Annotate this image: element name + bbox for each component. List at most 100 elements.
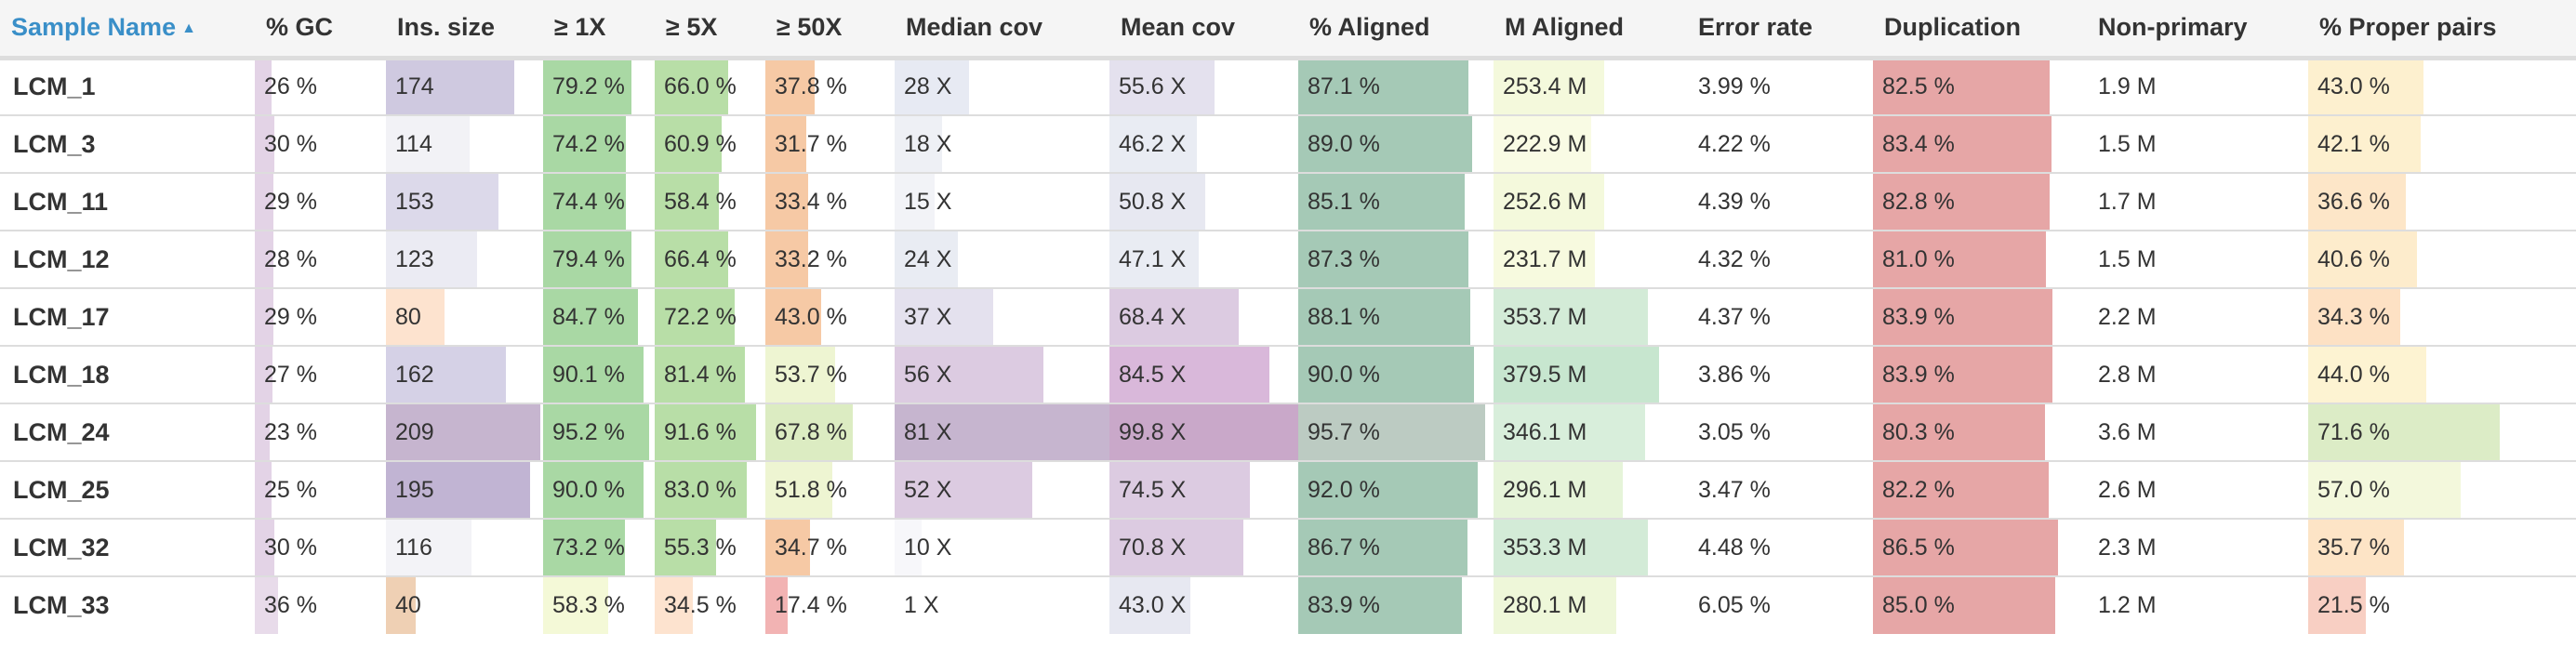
cell-bar — [1873, 520, 2058, 575]
column-header-ins[interactable]: Ins. size — [386, 0, 543, 60]
cell-value: 44.0 % — [2317, 361, 2390, 388]
cell-bar — [1494, 347, 1660, 403]
cell-bar — [386, 59, 515, 114]
column-header-sample[interactable]: Sample Name ▲ — [0, 0, 255, 60]
cell-maligned: 231.7 M — [1494, 230, 1687, 288]
cell-bar — [2308, 404, 2501, 460]
table-header-row: Sample Name ▲ % GC Ins. size ≥ 1X ≥ 5X ≥ 50X Me… — [0, 0, 2576, 60]
cell-value: 2.3 M — [2098, 534, 2157, 561]
column-header-label: Sample Name — [11, 13, 177, 42]
cell-nonprim: 2.8 M — [2087, 345, 2308, 403]
column-header-err[interactable]: Error rate — [1687, 0, 1873, 60]
cell-bar — [255, 116, 275, 172]
cell-value: 83.9 % — [1882, 361, 1955, 388]
column-header-median[interactable]: Median cov — [895, 0, 1109, 60]
cell-bar — [655, 174, 720, 230]
cell-nonprim: 1.7 M — [2087, 172, 2308, 231]
cell-value: 71.6 % — [2317, 418, 2390, 445]
cell-bar — [655, 404, 756, 460]
cell-value: 37.8 % — [775, 73, 847, 100]
cell-value: 15 X — [904, 188, 952, 215]
cell-value: 1.7 M — [2098, 188, 2157, 215]
cell-value: 90.0 % — [1308, 361, 1380, 388]
cell-proper: 40.6 % — [2308, 230, 2576, 288]
column-header-nonprim[interactable]: Non-primary — [2087, 0, 2308, 60]
cell-bar — [1494, 404, 1645, 460]
column-header-maligned[interactable]: M Aligned — [1494, 0, 1687, 60]
cell-x1: 90.1 % — [543, 345, 655, 403]
column-header-mean[interactable]: Mean cov — [1109, 0, 1298, 60]
cell-value: 40 — [395, 592, 421, 618]
cell-bar — [895, 289, 993, 345]
cell-value: 51.8 % — [775, 476, 847, 503]
cell-aligned: 95.7 % — [1298, 403, 1494, 461]
cell-x1: 74.4 % — [543, 172, 655, 231]
column-header-x5[interactable]: ≥ 5X — [655, 0, 765, 60]
column-header-label: Non-primary — [2098, 13, 2248, 42]
cell-value: 85.0 % — [1882, 592, 1955, 618]
column-header-aligned[interactable]: % Aligned — [1298, 0, 1494, 60]
column-header-label: Median cov — [906, 13, 1043, 42]
cell-bar — [1298, 59, 1468, 114]
cell-bar — [1494, 520, 1648, 575]
column-header-x50[interactable]: ≥ 50X — [765, 0, 895, 60]
cell-nonprim: 1.5 M — [2087, 230, 2308, 288]
cell-bar — [765, 116, 807, 172]
cell-bar — [765, 59, 815, 114]
cell-x50: 37.8 % — [765, 57, 895, 115]
cell-bar — [765, 347, 835, 403]
cell-x1: 95.2 % — [543, 403, 655, 461]
cell-value: 79.2 % — [552, 73, 625, 100]
cell-value: 83.9 % — [1308, 592, 1380, 618]
cell-value: 116 — [395, 534, 432, 561]
cell-value: 35.7 % — [2317, 534, 2390, 561]
cell-value: 87.3 % — [1308, 245, 1380, 272]
cell-value: 83.0 % — [664, 476, 737, 503]
cell-bar — [386, 231, 477, 287]
cell-bar — [1109, 174, 1206, 230]
cell-bar — [895, 59, 969, 114]
column-header-label: Mean cov — [1121, 13, 1236, 42]
cell-value: 84.7 % — [552, 303, 625, 330]
cell-maligned: 253.4 M — [1494, 57, 1687, 115]
cell-err: 4.32 % — [1687, 230, 1873, 288]
sample-name-cell: LCM_18 — [0, 345, 255, 403]
cell-value: 3.47 % — [1698, 476, 1771, 503]
column-header-dup[interactable]: Duplication — [1873, 0, 2087, 60]
cell-ins: 116 — [386, 518, 543, 576]
cell-x1: 79.4 % — [543, 230, 655, 288]
cell-value: 3.05 % — [1698, 418, 1771, 445]
cell-bar — [543, 231, 632, 287]
cell-value: 4.32 % — [1698, 245, 1771, 272]
cell-value: 36.6 % — [2317, 188, 2390, 215]
cell-bar — [255, 289, 274, 345]
cell-dup: 83.4 % — [1873, 114, 2087, 173]
cell-nonprim: 1.9 M — [2087, 57, 2308, 115]
column-header-proper[interactable]: % Proper pairs — [2308, 0, 2576, 60]
column-header-gc[interactable]: % GC — [255, 0, 386, 60]
table-row: LCM_25 25 % 195 90.0 % 83.0 % 51.8 % 52 X 74.5 … — [0, 460, 2576, 519]
cell-err: 4.39 % — [1687, 172, 1873, 231]
cell-aligned: 88.1 % — [1298, 287, 1494, 346]
table-row: LCM_17 29 % 80 84.7 % 72.2 % 43.0 % 37 X 68.4 X… — [0, 287, 2576, 346]
sample-name-cell: LCM_12 — [0, 230, 255, 288]
cell-mean: 50.8 X — [1109, 172, 1298, 231]
sample-name-cell: LCM_25 — [0, 460, 255, 519]
cell-bar — [1298, 404, 1485, 460]
column-header-label: ≥ 5X — [666, 13, 718, 42]
cell-bar — [1298, 577, 1463, 634]
cell-x5: 66.4 % — [655, 230, 765, 288]
cell-bar — [895, 520, 922, 575]
cell-x1: 79.2 % — [543, 57, 655, 115]
cell-bar — [543, 520, 625, 575]
sample-name-cell: LCM_11 — [0, 172, 255, 231]
column-header-x1[interactable]: ≥ 1X — [543, 0, 655, 60]
cell-bar — [1494, 462, 1624, 518]
cell-x1: 58.3 % — [543, 575, 655, 634]
cell-value: 209 — [395, 418, 434, 445]
cell-value: 99.8 X — [1119, 418, 1187, 445]
cell-x50: 17.4 % — [765, 575, 895, 634]
column-header-label: ≥ 50X — [777, 13, 843, 42]
cell-bar — [1109, 577, 1191, 634]
cell-value: 42.1 % — [2317, 130, 2390, 157]
